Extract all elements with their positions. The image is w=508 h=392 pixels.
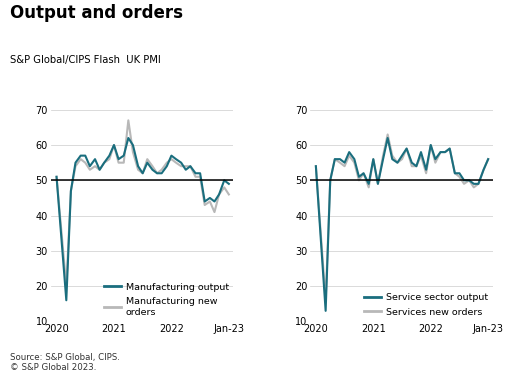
Legend: Service sector output, Services new orders: Service sector output, Services new orde… [364, 293, 488, 317]
Text: S&P Global/CIPS Flash  UK PMI: S&P Global/CIPS Flash UK PMI [10, 55, 161, 65]
Text: Output and orders: Output and orders [10, 4, 183, 22]
Legend: Manufacturing output, Manufacturing new
orders: Manufacturing output, Manufacturing new … [104, 283, 229, 317]
Text: Source: S&P Global, CIPS.
© S&P Global 2023.: Source: S&P Global, CIPS. © S&P Global 2… [10, 353, 120, 372]
